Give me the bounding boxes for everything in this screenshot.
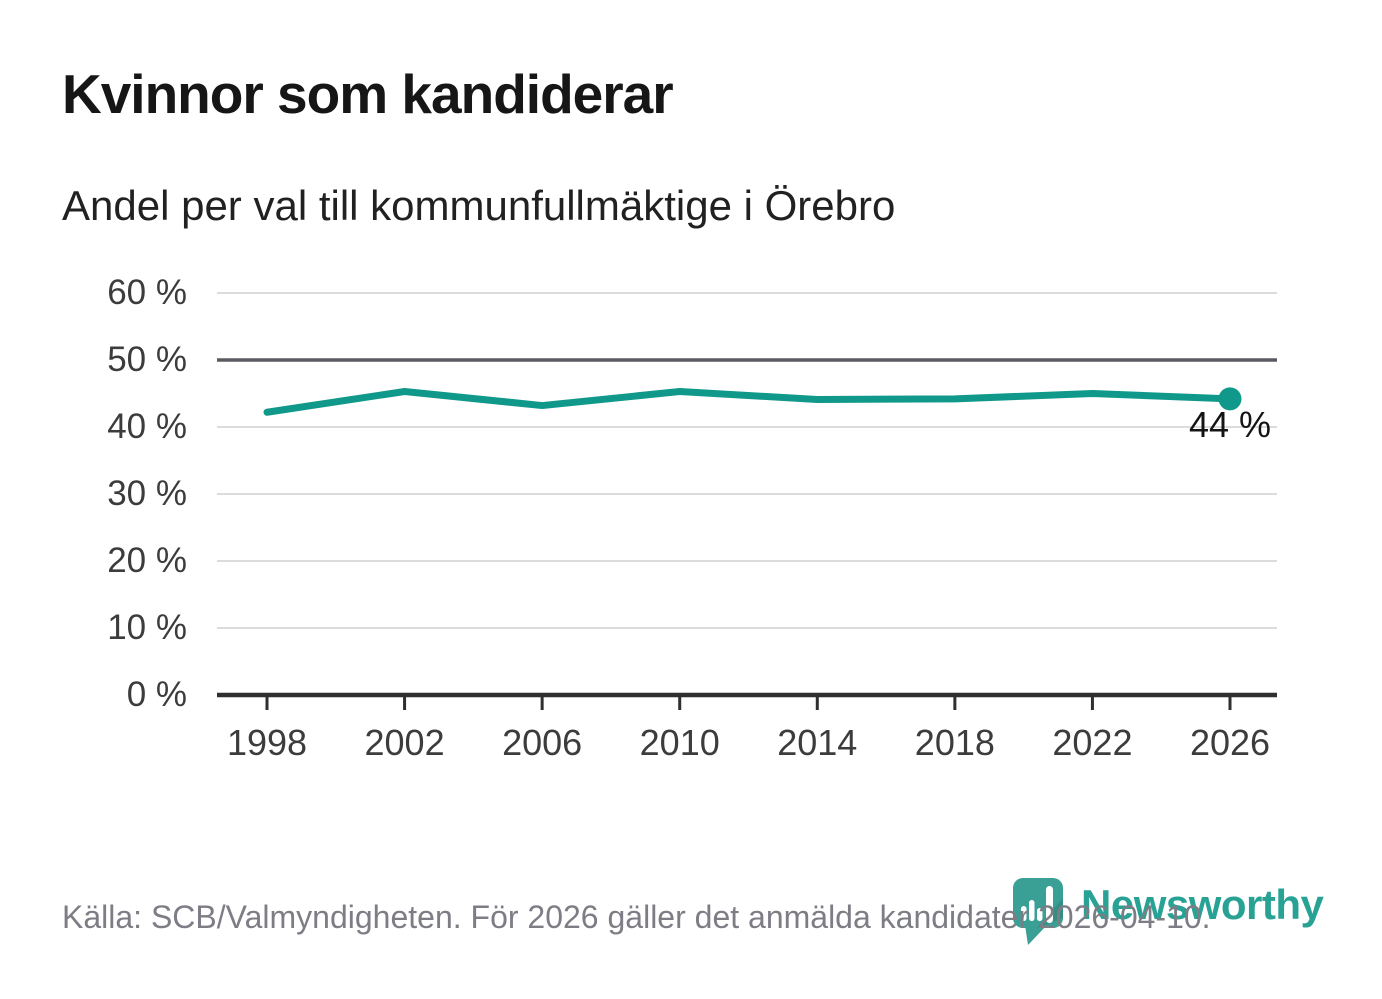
chart-subtitle: Andel per val till kommunfullmäktige i Ö…	[62, 182, 896, 229]
x-tick-label: 2026	[1189, 722, 1271, 763]
end-value-label: 44 %	[1188, 404, 1272, 445]
y-tick-label: 60 %	[107, 273, 187, 312]
newsworthy-pin-bar-chart-icon	[1013, 878, 1063, 945]
x-tick-label: 2014	[777, 722, 858, 763]
x-tick-label: 2018	[914, 722, 995, 763]
source-note: Källa: SCB/Valmyndigheten. För 2026 gäll…	[62, 899, 1211, 935]
x-tick-label: 2002	[364, 722, 445, 763]
x-tick-label: 2010	[639, 722, 720, 763]
data-line	[263, 387, 1234, 416]
y-tick-label: 30 %	[107, 474, 187, 513]
y-tick-label: 10 %	[107, 608, 187, 647]
newsworthy-logo[interactable]: Newsworthy	[1013, 878, 1324, 948]
last-point-marker	[1218, 387, 1242, 411]
y-tick-label: 0 %	[126, 675, 187, 714]
y-tick-label: 20 %	[107, 541, 187, 580]
x-tick-label: 2022	[1052, 722, 1133, 763]
x-tick-label: 1998	[226, 722, 308, 763]
page-title: Kvinnor som kandiderar	[62, 63, 674, 125]
newsworthy-wordmark: Newsworthy	[1081, 881, 1324, 928]
x-tick-label: 2006	[502, 722, 583, 763]
y-tick-label: 40 %	[107, 407, 187, 446]
y-tick-label: 50 %	[107, 340, 187, 379]
